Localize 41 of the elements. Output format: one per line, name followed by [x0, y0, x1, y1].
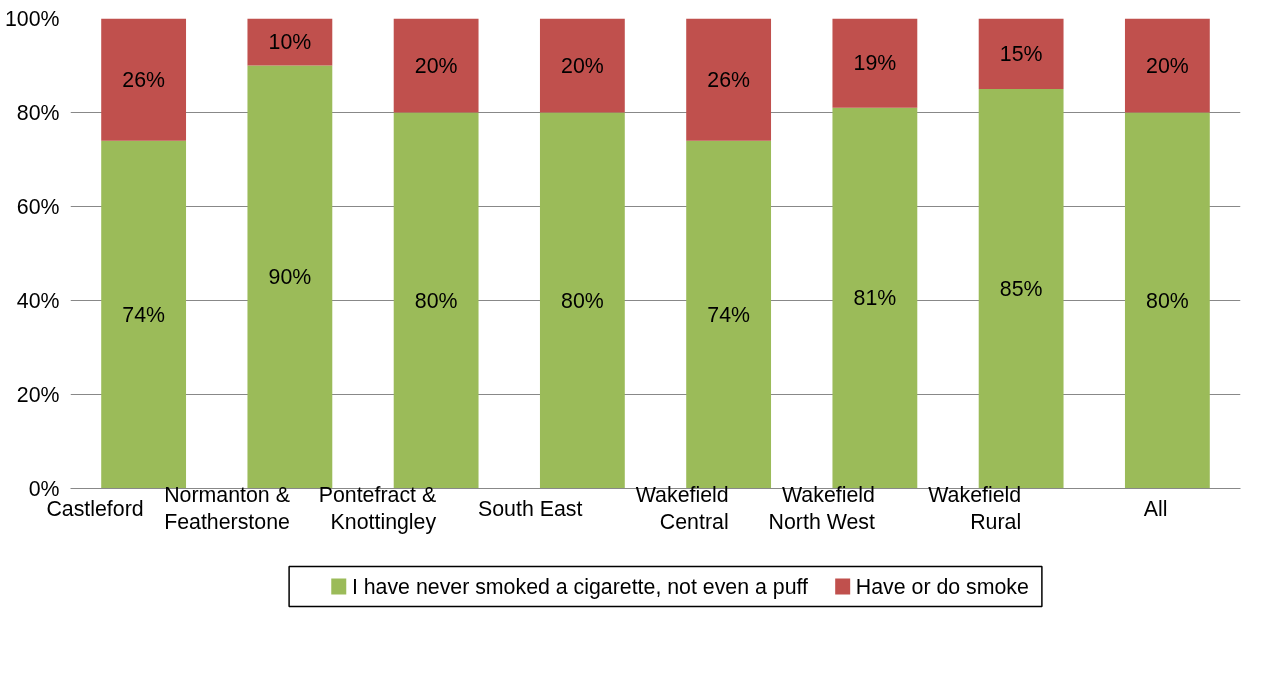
data-label: 20% [1146, 53, 1189, 78]
bar [978, 18, 1064, 89]
data-label: 19% [853, 51, 897, 76]
data-label: 74% [707, 302, 750, 327]
x-tick-label: Wakefield North West [768, 483, 875, 534]
x-tick-label: Wakefield Central [635, 483, 729, 534]
bar [101, 18, 187, 141]
data-label: 20% [414, 53, 458, 78]
legend-label: Have or do smoke [855, 574, 1029, 599]
bar [1124, 112, 1210, 489]
bar [539, 112, 625, 489]
data-label: 80% [414, 288, 458, 313]
x-tick-label: All [1143, 496, 1168, 521]
bar [686, 18, 772, 141]
x-tick-label: South East [478, 496, 583, 521]
bar [832, 18, 918, 108]
data-label: 80% [1146, 288, 1189, 313]
data-label: 26% [122, 67, 165, 92]
data-label: 90% [268, 265, 312, 289]
data-label: 15% [999, 41, 1043, 66]
y-tick-label: 100% [4, 6, 60, 31]
bar [393, 18, 479, 113]
y-tick-label: 60% [16, 194, 60, 219]
data-label: 81% [853, 286, 897, 311]
data-label: 26% [707, 67, 750, 92]
x-tick-label: Pontefract & Knottingley [318, 483, 437, 534]
bar [1124, 18, 1210, 113]
data-label: 10% [268, 30, 312, 54]
data-label: 74% [122, 302, 165, 327]
data-label: 20% [561, 53, 604, 78]
x-tick-label: Normanton & Featherstone [164, 483, 290, 534]
data-label: 80% [561, 288, 604, 313]
y-tick-label: 80% [16, 100, 60, 125]
y-tick-label: 20% [16, 382, 60, 407]
bar [101, 140, 187, 489]
legend-label: I have never smoked a cigarette, not even a puff [351, 574, 809, 599]
bar [539, 18, 625, 113]
data-label: 85% [999, 276, 1043, 301]
bar [247, 18, 333, 66]
x-tick-label: Wakefield Rural [928, 483, 1022, 534]
y-tick-label: 40% [16, 288, 60, 313]
